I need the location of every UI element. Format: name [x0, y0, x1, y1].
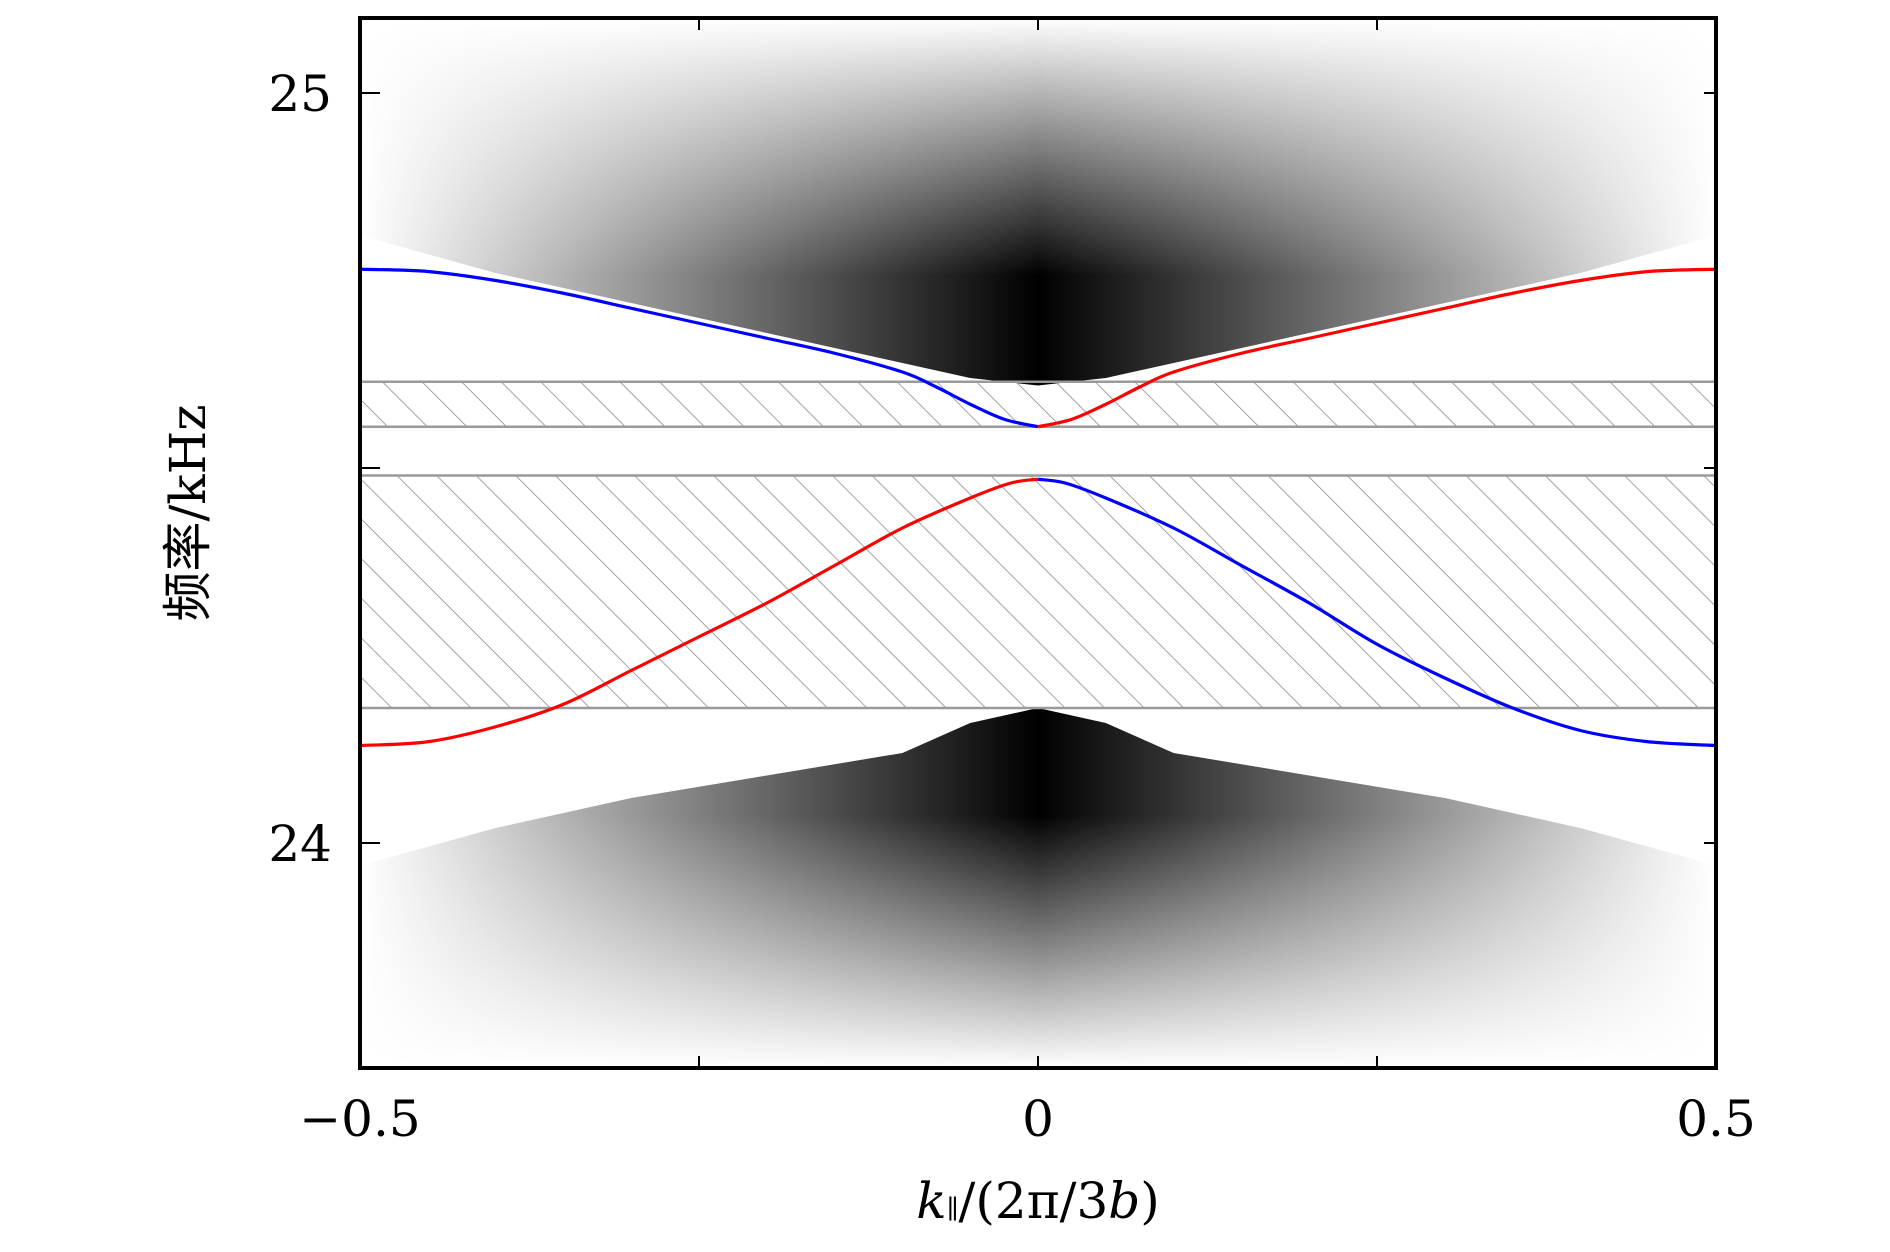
series-upper-edge-state-right [1037, 267, 1716, 429]
series-lower-edge-state-red [360, 477, 1039, 748]
y-tick-label: 24 [268, 815, 332, 873]
hatched-band-1 [360, 381, 1716, 427]
bulk-band-lower [360, 708, 1716, 1068]
y-axis-title: 频率/kHz [159, 404, 217, 621]
x-tick-label: 0 [1022, 1090, 1054, 1148]
hatched-band-2 [360, 475, 1716, 708]
y-tick-label: 25 [268, 65, 332, 123]
x-tick-label: 0.5 [1676, 1090, 1756, 1148]
series-lower-edge-state-blue [1037, 477, 1716, 748]
series-upper-edge-state-left [360, 267, 1039, 429]
x-axis-title: k∥/(2π/3b) [916, 1172, 1160, 1230]
bulk-band-upper [360, 18, 1716, 386]
x-tick-label: −0.5 [299, 1090, 420, 1148]
